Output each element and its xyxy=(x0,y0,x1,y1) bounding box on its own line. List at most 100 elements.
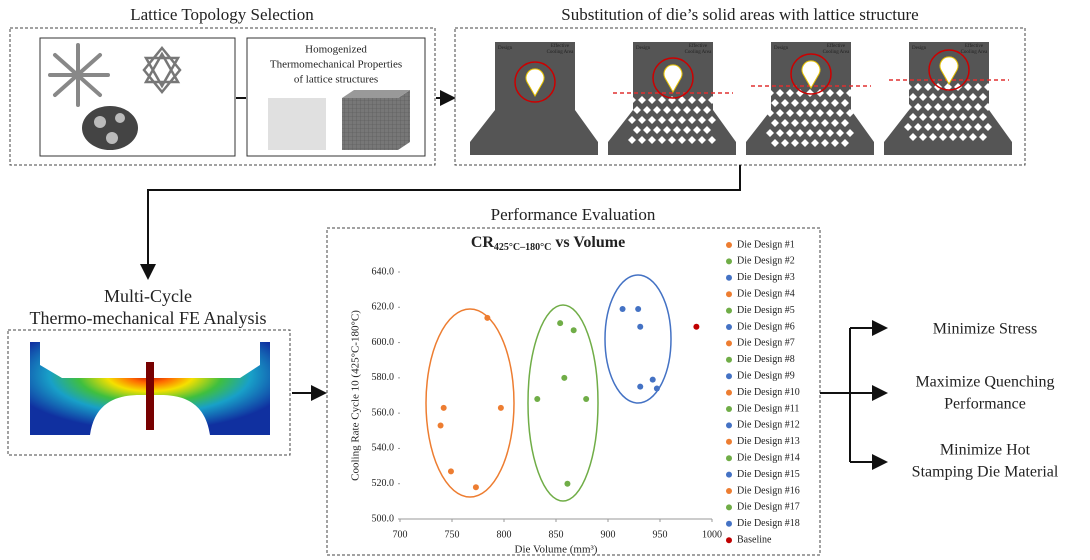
legend-label: Die Design #6 xyxy=(737,321,795,332)
legend-marker xyxy=(726,275,732,281)
legend-label: Die Design #10 xyxy=(737,387,800,398)
scatter-point xyxy=(441,405,447,411)
die-body xyxy=(470,42,598,155)
chart-title: vs Volume xyxy=(551,234,625,251)
outcome-text: Maximize Quenching xyxy=(915,374,1054,391)
scatter-point xyxy=(635,306,641,312)
legend-label: Die Design #11 xyxy=(737,403,799,414)
outcome-text: Stamping Die Material xyxy=(912,464,1059,481)
legend-label: Die Design #18 xyxy=(737,518,800,529)
legend-marker xyxy=(726,472,732,478)
legend-marker xyxy=(726,521,732,527)
layout: Lattice Topology Selection Substitution … xyxy=(8,5,1059,556)
design-label: Design xyxy=(912,46,927,51)
outcome-text: Minimize Stress xyxy=(933,321,1037,338)
design-label: Design xyxy=(636,46,651,51)
legend-label: Die Design #4 xyxy=(737,288,795,299)
cooling-label: Cooling Area xyxy=(961,50,989,55)
legend-label: Baseline xyxy=(737,534,772,545)
scatter-point xyxy=(448,468,454,474)
chart-title: CR425°C–180°C vs Volume xyxy=(471,234,625,254)
legend-marker xyxy=(726,422,732,428)
legend-label: Die Design #15 xyxy=(737,469,800,480)
scatter-point xyxy=(473,484,479,490)
y-tick-label: 580.0 xyxy=(372,372,395,383)
legend-label: Die Design #13 xyxy=(737,436,800,447)
cube-mesh xyxy=(342,90,410,150)
scatter-point xyxy=(637,324,643,330)
scatter-point xyxy=(557,320,563,326)
x-tick-label: 700 xyxy=(393,529,408,540)
legend-label: Die Design #14 xyxy=(737,452,800,463)
cooling-label: Cooling Area xyxy=(685,50,713,55)
stage-title: Lattice Topology Selection xyxy=(130,5,314,24)
legend-marker xyxy=(726,390,732,396)
scatter-point xyxy=(654,385,660,391)
cluster-ellipses xyxy=(426,275,671,501)
legend-marker xyxy=(726,340,732,346)
legend-marker xyxy=(726,373,732,379)
legend-marker xyxy=(726,488,732,494)
homogenized-text: Thermomechanical Properties xyxy=(270,59,402,71)
legend-marker xyxy=(726,324,732,330)
lattice-star xyxy=(50,45,108,105)
lattice-octet xyxy=(144,48,180,92)
legend-marker xyxy=(726,439,732,445)
y-tick-label: 500.0 xyxy=(372,513,395,524)
y-axis-label: Cooling Rate Cycle 10 (425°C-180°C) xyxy=(350,310,362,481)
scatter-point xyxy=(620,306,626,312)
x-tick-label: 950 xyxy=(653,529,668,540)
x-tick-label: 850 xyxy=(549,529,564,540)
outcome-text: Minimize Hot xyxy=(940,442,1031,459)
legend-marker xyxy=(726,242,732,248)
y-tick-label: 600.0 xyxy=(372,337,395,348)
cooling-label: Effective xyxy=(965,44,984,49)
homogenized-text: Homogenized xyxy=(305,44,367,56)
y-tick-label: 560.0 xyxy=(372,407,395,418)
legend-marker xyxy=(726,455,732,461)
cube-blur xyxy=(268,98,326,150)
legend-label: Die Design #2 xyxy=(737,256,795,267)
scatter-point xyxy=(637,384,643,390)
stage-title: Substitution of die’s solid areas with l… xyxy=(561,5,918,24)
image-frame xyxy=(40,38,235,156)
scatter-point xyxy=(561,375,567,381)
scatter-point xyxy=(534,396,540,402)
legend-label: Die Design #8 xyxy=(737,354,795,365)
y-tick-label: 620.0 xyxy=(372,302,395,313)
legend-label: Die Design #16 xyxy=(737,485,800,496)
scatter-point xyxy=(484,315,490,321)
cooling-label: Cooling Area xyxy=(823,50,851,55)
legend-label: Die Design #12 xyxy=(737,420,800,431)
x-tick-label: 900 xyxy=(601,529,616,540)
legend-marker xyxy=(726,308,732,314)
die-body xyxy=(746,42,874,155)
scatter-point xyxy=(438,422,444,428)
y-tick-label: 520.0 xyxy=(372,478,395,489)
cooling-label: Effective xyxy=(551,44,570,49)
legend-marker xyxy=(726,258,732,264)
fe-channel xyxy=(146,362,154,430)
x-tick-label: 1000 xyxy=(702,529,722,540)
legend-marker xyxy=(726,537,732,543)
stage-title: Performance Evaluation xyxy=(491,205,656,224)
scatter-point xyxy=(583,396,589,402)
x-tick-label: 800 xyxy=(497,529,512,540)
legend-marker xyxy=(726,406,732,412)
legend-label: Die Design #9 xyxy=(737,370,795,381)
outcomes: Minimize Stress Maximize Quenching Perform… xyxy=(912,321,1059,481)
scatter-point xyxy=(498,405,504,411)
homogenized-text: of lattice structures xyxy=(294,74,378,86)
diagram: Lattice Topology Selection Substitution … xyxy=(0,0,1090,560)
y-tick-label: 640.0 xyxy=(372,266,395,277)
stage-title: Thermo-mechanical FE Analysis xyxy=(30,308,267,328)
design-label: Design xyxy=(498,46,513,51)
legend-label: Die Design #1 xyxy=(737,239,795,250)
legend-label: Die Design #7 xyxy=(737,338,795,349)
x-axis-label: Die Volume (mm³) xyxy=(515,544,598,556)
scatter-point xyxy=(693,324,699,330)
outcome-text: Performance xyxy=(944,396,1026,413)
legend-label: Die Design #17 xyxy=(737,502,800,513)
scatter-chart: CR425°C–180°C vs Volume500.0520.0540.056… xyxy=(350,234,800,556)
